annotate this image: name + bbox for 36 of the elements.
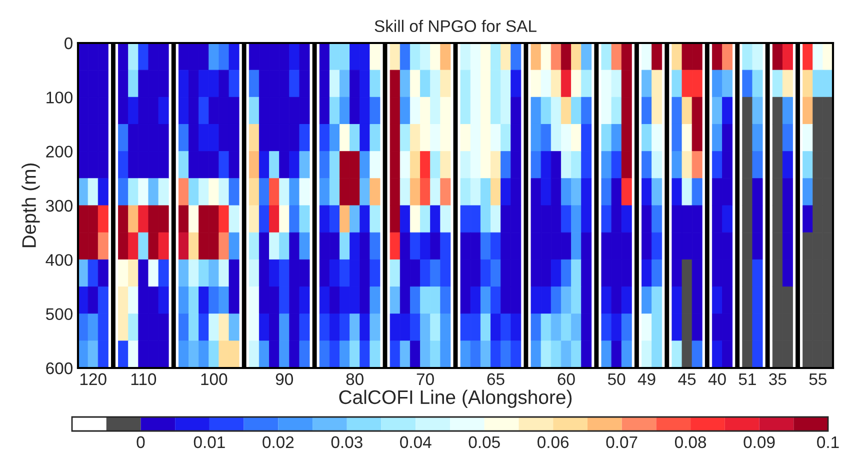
x-axis-title: CalCOFI Line (Alongshore) <box>339 390 572 408</box>
color-bar-label: 0.09 <box>744 436 775 448</box>
color-bar-label: 0.04 <box>400 436 432 448</box>
y-tick-label: 300 <box>46 200 72 212</box>
color-bar-label: 0.1 <box>817 436 839 448</box>
color-bar-label: 0.02 <box>262 436 294 448</box>
x-tick-label: 51 <box>738 373 756 386</box>
x-tick-label: 80 <box>346 373 364 386</box>
color-bar-label: 0.01 <box>194 436 225 448</box>
x-tick-label: 45 <box>678 373 696 386</box>
y-tick-label: 100 <box>46 92 72 104</box>
color-bar-label: 0.08 <box>674 436 706 448</box>
x-tick-label: 100 <box>201 373 228 386</box>
x-tick-label: 65 <box>487 373 504 386</box>
color-bar-label: 0.03 <box>331 436 362 448</box>
x-tick-label: 120 <box>80 373 106 386</box>
color-bar-label: 0 <box>136 436 145 448</box>
y-tick-label: 0 <box>64 37 72 50</box>
x-tick-label: 60 <box>558 373 575 386</box>
y-tick-label: 400 <box>46 254 72 266</box>
x-tick-label: 40 <box>708 373 726 386</box>
color-bar-label: 0.07 <box>606 436 638 448</box>
y-tick-label: 600 <box>46 362 72 374</box>
chart-title: Skill of NPGO for SAL <box>374 20 536 32</box>
x-tick-label: 50 <box>608 373 626 386</box>
x-tick-label: 35 <box>769 373 786 386</box>
color-bar-label: 0.06 <box>538 436 569 448</box>
y-tick-label: 200 <box>46 146 72 158</box>
y-axis-title: Depth (m) <box>22 163 40 248</box>
x-tick-label: 110 <box>131 373 156 386</box>
color-bar-label: 0.05 <box>468 436 500 448</box>
x-tick-label: 90 <box>276 373 293 386</box>
x-tick-label: 55 <box>809 373 826 386</box>
x-tick-label: 70 <box>416 373 434 386</box>
x-tick-label: 49 <box>638 373 656 386</box>
y-tick-label: 500 <box>46 308 72 320</box>
